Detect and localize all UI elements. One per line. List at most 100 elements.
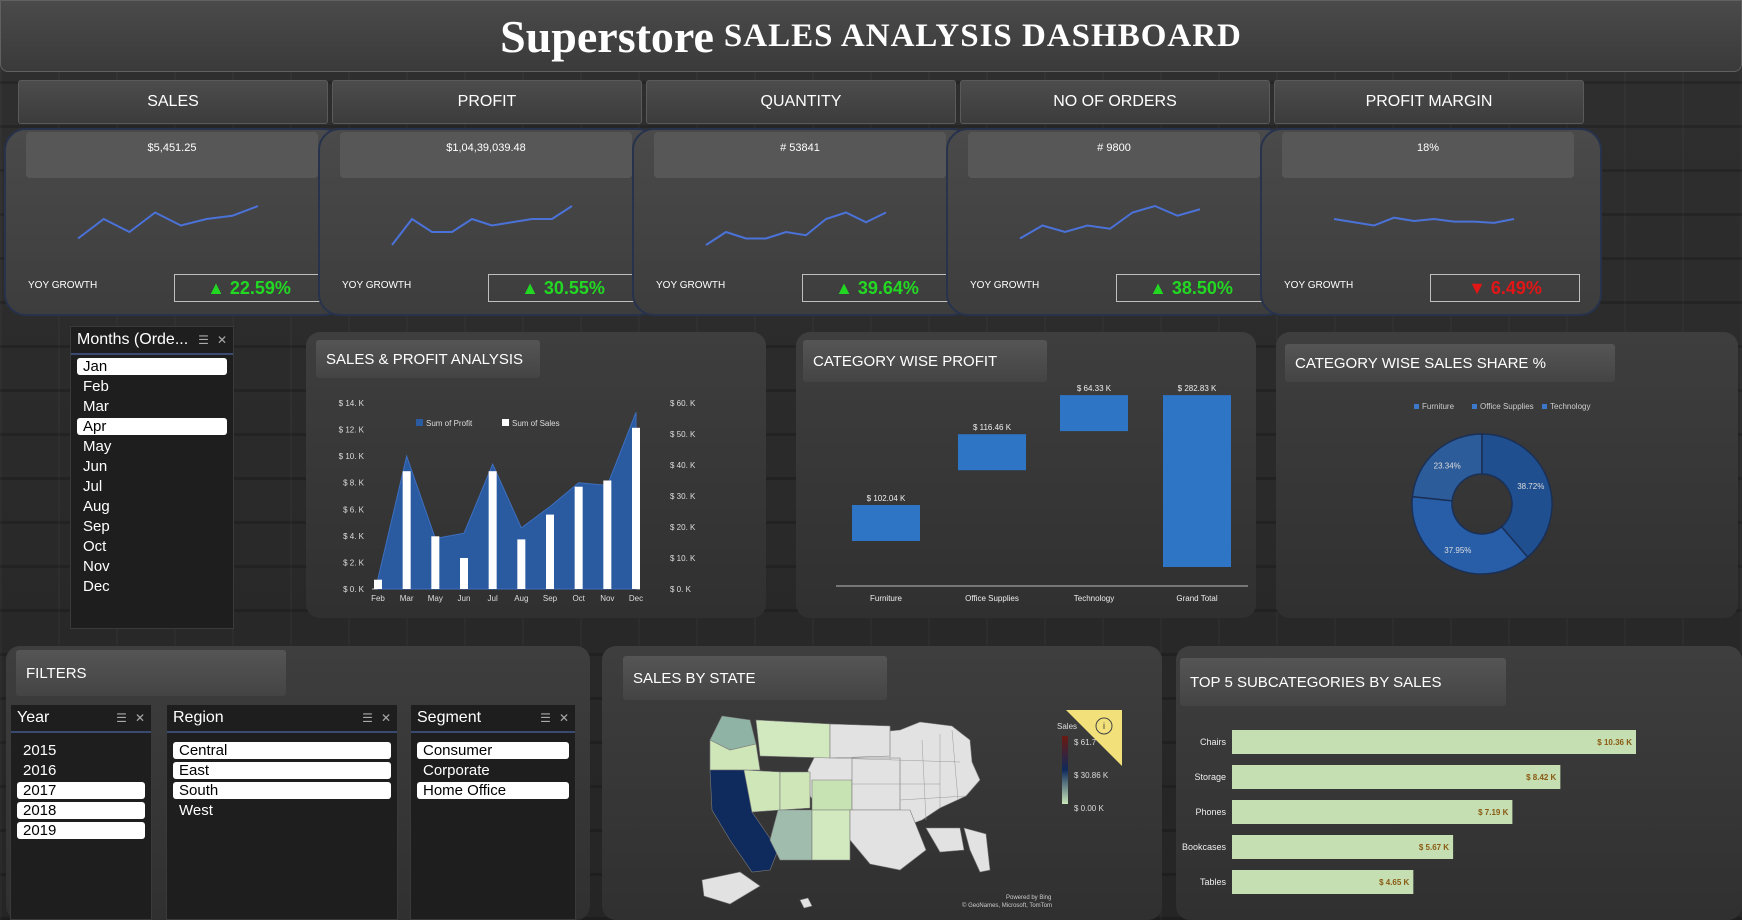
months-item-apr[interactable]: Apr: [77, 418, 227, 435]
x-tick-oct: Oct: [572, 594, 585, 603]
kpi-sparkline-2: [705, 211, 887, 246]
x-tick-jul: Jul: [488, 594, 498, 603]
y-right-tick-1: $ 10. K: [670, 554, 696, 563]
map-credit-providers: © GeoNames, Microsoft, TomTom: [962, 903, 1052, 909]
top5-value-bookcases: $ 5.67 K: [1419, 843, 1449, 852]
x-tick-dec: Dec: [629, 594, 643, 603]
multi-select-icon[interactable]: ☰: [362, 711, 373, 725]
state-florida[interactable]: [963, 827, 991, 873]
category-profit-chart: $ 102.04 K Furniture $ 116.46 K Office Supp…: [836, 385, 1248, 603]
kpi-header-2: QUANTITY: [646, 80, 956, 124]
region-item-south[interactable]: South: [173, 782, 391, 799]
state-utah[interactable]: [779, 771, 811, 811]
multi-select-icon[interactable]: ☰: [540, 711, 551, 725]
x-tick-may: May: [428, 594, 443, 603]
segment-slicer-header: Segment ☰ ✕: [411, 705, 575, 733]
top5-category-bookcases: Bookcases: [1182, 842, 1227, 852]
months-item-jun[interactable]: Jun: [83, 458, 108, 475]
months-item-jan[interactable]: Jan: [77, 358, 227, 375]
multi-select-icon[interactable]: ☰: [116, 711, 127, 725]
segment-item-corporate[interactable]: Corporate: [423, 762, 490, 779]
kpi-value-4: 18%: [1282, 132, 1574, 178]
months-item-aug[interactable]: Aug: [83, 498, 110, 515]
y-left-tick-6: $ 12. K: [339, 426, 365, 435]
region-item-east[interactable]: East: [173, 762, 391, 779]
us-state-map[interactable]: [690, 700, 1130, 920]
top5-bar-storage: [1232, 765, 1561, 789]
top5-category-tables: Tables: [1200, 877, 1227, 887]
year-item-2016[interactable]: 2016: [23, 762, 57, 779]
state-oregon[interactable]: [709, 739, 761, 771]
months-item-nov[interactable]: Nov: [83, 558, 110, 575]
segment-item-home-office[interactable]: Home Office: [417, 782, 569, 799]
year-item-2018[interactable]: 2018: [17, 802, 145, 819]
kpi-yoy-value-3: ▲ 38.50%: [1116, 274, 1266, 302]
y-left-tick-3: $ 6. K: [343, 505, 365, 514]
sparkline-line-3: [1019, 204, 1201, 240]
kpi-header-0: SALES: [18, 80, 328, 124]
map-info-tag[interactable]: i: [1066, 710, 1122, 766]
sales-bar-nov: [603, 480, 612, 589]
months-slicer-items: Jan Feb Mar Apr May Jun Jul Aug Sep Oct Nov Dec: [71, 358, 233, 595]
top5-value-tables: $ 4.65 K: [1379, 878, 1409, 887]
donut-legend-label-2: Technology: [1550, 402, 1590, 411]
months-item-mar[interactable]: Mar: [83, 398, 109, 415]
segment-item-consumer[interactable]: Consumer: [417, 742, 569, 759]
clear-filter-icon[interactable]: ✕: [380, 711, 391, 725]
sales-bar-oct: [574, 486, 583, 589]
kpi-yoy-label-0: YOY GROWTH: [28, 280, 98, 291]
top5-category-chairs: Chairs: [1200, 737, 1227, 747]
kpi-yoy-value-0: ▲ 22.59%: [174, 274, 324, 302]
months-item-oct[interactable]: Oct: [83, 538, 107, 555]
region-item-central[interactable]: Central: [173, 742, 391, 759]
top5-bar-phones: [1232, 800, 1513, 824]
state-alaska[interactable]: [701, 871, 761, 905]
multi-select-icon[interactable]: ☰: [198, 333, 209, 347]
state-texas[interactable]: [849, 809, 927, 871]
state-arizona[interactable]: [769, 809, 813, 861]
x-tick-sep: Sep: [543, 594, 558, 603]
kpi-sparkline-0: [77, 205, 259, 240]
months-item-jul[interactable]: Jul: [83, 478, 103, 495]
y-left-tick-7: $ 14. K: [339, 399, 365, 408]
kpi-yoy-value-1: ▲ 30.55%: [488, 274, 638, 302]
months-item-sep[interactable]: Sep: [83, 518, 110, 535]
year-slicer-title: Year: [17, 709, 50, 726]
state-hawaii[interactable]: [799, 897, 813, 909]
y-right-tick-0: $ 0. K: [670, 585, 692, 594]
year-item-2019[interactable]: 2019: [17, 822, 145, 839]
state-montana[interactable]: [755, 719, 831, 759]
state-dakotas[interactable]: [829, 723, 891, 759]
waterfall-bar-technology: [1060, 395, 1128, 432]
sales-bar-dec: [632, 427, 640, 589]
year-item-2017[interactable]: 2017: [17, 782, 145, 799]
sales-bar-may: [431, 536, 440, 589]
top5-value-phones: $ 7.19 K: [1478, 808, 1508, 817]
title-sub: SALES ANALYSIS DASHBOARD: [723, 17, 1242, 54]
months-item-dec[interactable]: Dec: [83, 578, 110, 595]
waterfall-label-3: $ 282.83 K: [1178, 385, 1217, 393]
donut-legend-swatch-0: [1414, 404, 1419, 409]
kpi-sparkline-1: [391, 205, 573, 246]
legend-swatch-profit: [416, 419, 423, 426]
months-item-may[interactable]: May: [83, 438, 112, 455]
clear-filter-icon[interactable]: ✕: [216, 333, 227, 347]
kpi-value-0: $5,451.25: [26, 132, 318, 178]
sales-bar-aug: [517, 539, 526, 589]
top5-bar-chairs: [1232, 730, 1636, 754]
donut-legend-label-1: Office Supplies: [1480, 402, 1534, 411]
months-item-feb[interactable]: Feb: [83, 378, 109, 395]
year-item-2015[interactable]: 2015: [23, 742, 57, 759]
category-share-title: CATEGORY WISE SALES SHARE %: [1285, 344, 1615, 382]
state-gulf[interactable]: [925, 827, 965, 853]
state-colorado[interactable]: [811, 779, 853, 811]
waterfall-category-1: Office Supplies: [965, 594, 1019, 603]
y-left-tick-5: $ 10. K: [339, 452, 365, 461]
kpi-header-4: PROFIT MARGIN: [1274, 80, 1584, 124]
top5-chart: Chairs $ 10.36 K Storage $ 8.42 K Phones $ 7.…: [1182, 730, 1636, 894]
clear-filter-icon[interactable]: ✕: [558, 711, 569, 725]
region-item-west[interactable]: West: [179, 802, 213, 819]
state-new-mexico[interactable]: [811, 809, 851, 861]
category-share-chart: Furniture Office Supplies Technology 23.34%…: [1411, 402, 1590, 575]
clear-filter-icon[interactable]: ✕: [134, 711, 145, 725]
